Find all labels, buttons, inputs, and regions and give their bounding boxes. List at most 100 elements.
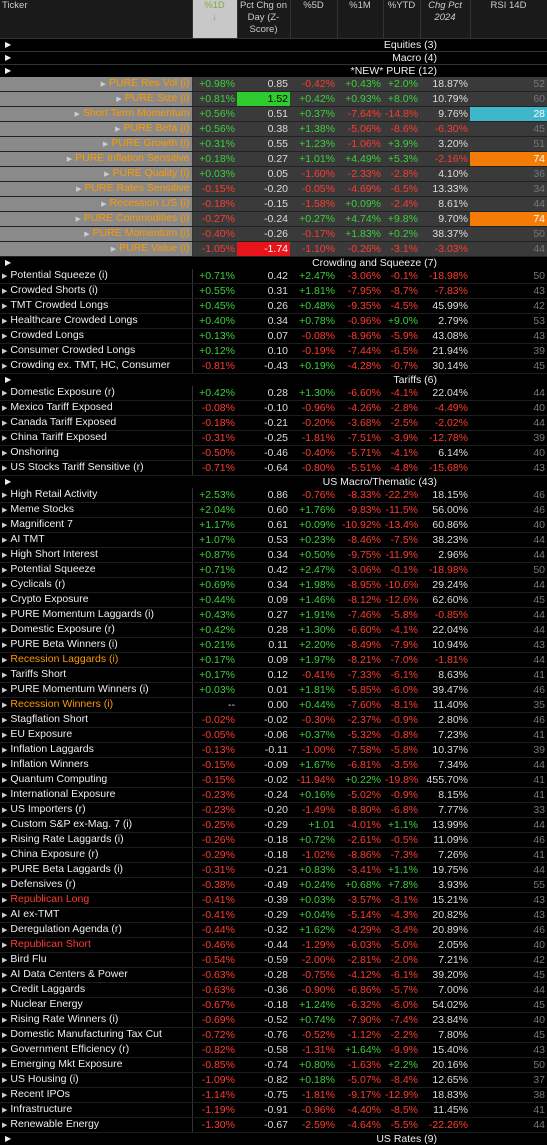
data-row[interactable]: ▶Recession Winners (i)--0.00+0.44%-7.60%… bbox=[0, 698, 547, 713]
data-row[interactable]: ▶Domestic Exposure (r)+0.42%0.28+1.30%-6… bbox=[0, 386, 547, 401]
data-row[interactable]: ▶PURE Value (i)-1.05%-1.74-1.10%-0.26%-3… bbox=[0, 242, 547, 257]
value-cell: -0.02 bbox=[237, 773, 290, 788]
data-row[interactable]: ▶Nuclear Energy-0.67%-0.18+1.24%-6.32%-6… bbox=[0, 998, 547, 1013]
data-row[interactable]: ▶Crypto Exposure+0.44%0.09+1.46%-8.12%-1… bbox=[0, 593, 547, 608]
value-cell: -0.85% bbox=[192, 1058, 237, 1073]
data-row[interactable]: ▶Magnificent 7+1.17%0.61+0.09%-10.92%-13… bbox=[0, 518, 547, 533]
data-row[interactable]: ▶Recession L/S (i)-0.18%-0.15-1.58%+0.09… bbox=[0, 197, 547, 212]
value-cell: -0.9% bbox=[383, 713, 420, 728]
data-row[interactable]: ▶Tariffs Short+0.17%0.12-0.41%-7.33%-6.1… bbox=[0, 668, 547, 683]
data-row[interactable]: ▶PURE Size (i)+0.81%1.52+0.42%+0.93%+8.0… bbox=[0, 92, 547, 107]
data-row[interactable]: ▶TMT Crowded Longs+0.45%0.26+0.48%-9.35%… bbox=[0, 299, 547, 314]
value-cell: 2.05% bbox=[420, 938, 470, 953]
data-row[interactable]: ▶Bird Flu-0.54%-0.59-2.00%-2.81%-2.0%7.2… bbox=[0, 953, 547, 968]
data-row[interactable]: ▶PURE Rates Sensitive-0.15%-0.20-0.05%-4… bbox=[0, 182, 547, 197]
data-row[interactable]: ▶Government Efficiency (r)-0.82%-0.58-1.… bbox=[0, 1043, 547, 1058]
data-row[interactable]: ▶Crowding ex. TMT, HC, Consumer-0.81%-0.… bbox=[0, 359, 547, 374]
section-row[interactable]: ▶US Rates (9) bbox=[0, 1133, 547, 1145]
column-header[interactable]: Pct Chg on Day (Z-Score) bbox=[237, 0, 290, 39]
data-row[interactable]: ▶Quantum Computing-0.15%-0.02-11.94%+0.2… bbox=[0, 773, 547, 788]
value-cell: -4.40% bbox=[337, 1103, 383, 1118]
data-row[interactable]: ▶China Tariff Exposed-0.31%-0.25-1.81%-7… bbox=[0, 431, 547, 446]
column-header[interactable]: Chg Pct 2024 bbox=[420, 0, 470, 39]
ticker-cell: ▶Potential Squeeze (i) bbox=[0, 269, 192, 284]
data-row[interactable]: ▶PURE Quality (i)+0.03%0.05-1.60%-2.33%-… bbox=[0, 167, 547, 182]
value-cell: 52 bbox=[470, 77, 547, 92]
column-header[interactable]: %1D↓ bbox=[192, 0, 237, 39]
data-row[interactable]: ▶Custom S&P ex-Mag. 7 (i)-0.25%-0.29+1.0… bbox=[0, 818, 547, 833]
data-row[interactable]: ▶PURE Momentum Winners (i)+0.03%0.01+1.8… bbox=[0, 683, 547, 698]
data-row[interactable]: ▶AI Data Centers & Power-0.63%-0.28-0.75… bbox=[0, 968, 547, 983]
data-row[interactable]: ▶Mexico Tariff Exposed-0.08%-0.10-0.96%-… bbox=[0, 401, 547, 416]
data-row[interactable]: ▶Rising Rate Winners (i)-0.69%-0.52+0.74… bbox=[0, 1013, 547, 1028]
data-row[interactable]: ▶Consumer Crowded Longs+0.12%0.10-0.19%-… bbox=[0, 344, 547, 359]
data-row[interactable]: ▶US Housing (i)-1.09%-0.82+0.18%-5.07%-8… bbox=[0, 1073, 547, 1088]
column-header[interactable]: %5D bbox=[290, 0, 337, 39]
section-row[interactable]: ▶Crowding and Squeeze (7) bbox=[0, 257, 547, 270]
expand-arrow: ▶ bbox=[2, 1133, 11, 1145]
data-row[interactable]: ▶Renewable Energy-1.30%-0.67-2.59%-4.64%… bbox=[0, 1118, 547, 1133]
data-row[interactable]: ▶Potential Squeeze+0.71%0.42+2.47%-3.06%… bbox=[0, 563, 547, 578]
data-row[interactable]: ▶Inflation Winners-0.15%-0.09+1.67%-6.81… bbox=[0, 758, 547, 773]
data-row[interactable]: ▶PURE Inflation Sensitive+0.18%0.27+1.01… bbox=[0, 152, 547, 167]
data-row[interactable]: ▶PURE Growth (i)+0.31%0.55+1.23%-1.06%+3… bbox=[0, 137, 547, 152]
data-row[interactable]: ▶Canada Tariff Exposed-0.18%-0.21-0.20%-… bbox=[0, 416, 547, 431]
data-row[interactable]: ▶EU Exposure-0.05%-0.06+0.37%-5.32%-0.8%… bbox=[0, 728, 547, 743]
data-row[interactable]: ▶PURE Momentum (i)-0.40%-0.26-0.17%+1.83… bbox=[0, 227, 547, 242]
column-header[interactable]: %1M bbox=[337, 0, 383, 39]
section-row[interactable]: ▶US Macro/Thematic (43) bbox=[0, 476, 547, 489]
data-row[interactable]: ▶PURE Res Vol (i)+0.98%0.85-0.42%+0.43%+… bbox=[0, 77, 547, 92]
data-row[interactable]: ▶Crowded Longs+0.13%0.07-0.08%-8.96%-5.9… bbox=[0, 329, 547, 344]
data-row[interactable]: ▶Crowded Shorts (i)+0.55%0.31+1.81%-7.95… bbox=[0, 284, 547, 299]
data-row[interactable]: ▶Potential Squeeze (i)+0.71%0.42+2.47%-3… bbox=[0, 269, 547, 284]
data-row[interactable]: ▶Deregulation Agenda (r)-0.44%-0.32+1.62… bbox=[0, 923, 547, 938]
data-row[interactable]: ▶Inflation Laggards-0.13%-0.11-1.00%-7.5… bbox=[0, 743, 547, 758]
ticker-cell: ▶Canada Tariff Exposed bbox=[0, 416, 192, 431]
data-row[interactable]: ▶High Short Interest+0.87%0.34+0.50%-9.7… bbox=[0, 548, 547, 563]
data-row[interactable]: ▶Healthcare Crowded Longs+0.40%0.34+0.78… bbox=[0, 314, 547, 329]
data-row[interactable]: ▶US Stocks Tariff Sensitive (r)-0.71%-0.… bbox=[0, 461, 547, 476]
data-row[interactable]: ▶Short Term Momentum+0.56%0.51+0.37%-7.6… bbox=[0, 107, 547, 122]
data-row[interactable]: ▶Meme Stocks+2.04%0.60+1.76%-9.83%-11.5%… bbox=[0, 503, 547, 518]
section-row[interactable]: ▶*NEW* PURE (12) bbox=[0, 65, 547, 78]
column-header[interactable]: Ticker bbox=[0, 0, 192, 39]
data-row[interactable]: ▶US Importers (r)-0.23%-0.20-1.49%-8.80%… bbox=[0, 803, 547, 818]
data-row[interactable]: ▶Onshoring-0.50%-0.46-0.40%-5.71%-4.1%6.… bbox=[0, 446, 547, 461]
data-row[interactable]: ▶PURE Beta Laggards (i)-0.31%-0.21+0.83%… bbox=[0, 863, 547, 878]
value-cell: -0.31% bbox=[192, 431, 237, 446]
data-row[interactable]: ▶High Retail Activity+2.53%0.86-0.76%-8.… bbox=[0, 488, 547, 503]
value-cell: -0.19% bbox=[290, 344, 337, 359]
value-cell: +1.64% bbox=[337, 1043, 383, 1058]
data-row[interactable]: ▶International Exposure-0.23%-0.24+0.16%… bbox=[0, 788, 547, 803]
section-row[interactable]: ▶Equities (3) bbox=[0, 39, 547, 52]
row-arrow: ▶ bbox=[116, 96, 121, 103]
data-row[interactable]: ▶Recent IPOs-1.14%-0.75-1.81%-9.17%-12.9… bbox=[0, 1088, 547, 1103]
data-row[interactable]: ▶China Exposure (r)-0.29%-0.18-1.02%-8.8… bbox=[0, 848, 547, 863]
data-row[interactable]: ▶Domestic Exposure (r)+0.42%0.28+1.30%-6… bbox=[0, 623, 547, 638]
data-row[interactable]: ▶PURE Beta (i)+0.56%0.38+1.38%-5.06%-8.6… bbox=[0, 122, 547, 137]
data-row[interactable]: ▶PURE Beta Winners (i)+0.21%0.11+2.20%-8… bbox=[0, 638, 547, 653]
data-row[interactable]: ▶Infrastructure-1.19%-0.91-0.96%-4.40%-8… bbox=[0, 1103, 547, 1118]
data-row[interactable]: ▶PURE Momentum Laggards (i)+0.43%0.27+1.… bbox=[0, 608, 547, 623]
data-row[interactable]: ▶Republican Long-0.41%-0.39+0.03%-3.57%-… bbox=[0, 893, 547, 908]
data-row[interactable]: ▶Republican Short-0.46%-0.44-1.29%-6.03%… bbox=[0, 938, 547, 953]
value-cell: 38 bbox=[470, 1088, 547, 1103]
data-row[interactable]: ▶Rising Rate Laggards (i)-0.26%-0.18+0.7… bbox=[0, 833, 547, 848]
data-row[interactable]: ▶AI ex-TMT-0.41%-0.29+0.04%-5.14%-4.3%20… bbox=[0, 908, 547, 923]
value-cell: -6.1% bbox=[383, 668, 420, 683]
section-row[interactable]: ▶Tariffs (6) bbox=[0, 374, 547, 387]
data-row[interactable]: ▶Cyclicals (r)+0.69%0.34+1.98%-8.95%-10.… bbox=[0, 578, 547, 593]
data-row[interactable]: ▶AI TMT+1.07%0.53+0.23%-8.46%-7.5%38.23%… bbox=[0, 533, 547, 548]
data-row[interactable]: ▶Credit Laggards-0.63%-0.36-0.90%-6.86%-… bbox=[0, 983, 547, 998]
value-cell: 45 bbox=[470, 359, 547, 374]
column-header[interactable]: RSI 14D bbox=[470, 0, 547, 39]
data-row[interactable]: ▶Emerging Mkt Exposure-0.85%-0.74+0.80%-… bbox=[0, 1058, 547, 1073]
section-row[interactable]: ▶Macro (4) bbox=[0, 52, 547, 65]
data-row[interactable]: ▶PURE Commodities (i)-0.27%-0.24+0.27%+4… bbox=[0, 212, 547, 227]
data-row[interactable]: ▶Recession Laggards (i)+0.17%0.09+1.97%-… bbox=[0, 653, 547, 668]
column-header[interactable]: %YTD bbox=[383, 0, 420, 39]
data-row[interactable]: ▶Defensives (r)-0.38%-0.49+0.24%+0.68%+7… bbox=[0, 878, 547, 893]
data-row[interactable]: ▶Domestic Manufacturing Tax Cut-0.72%-0.… bbox=[0, 1028, 547, 1043]
value-cell: +0.98% bbox=[192, 77, 237, 92]
data-row[interactable]: ▶Stagflation Short-0.02%-0.02-0.30%-2.37… bbox=[0, 713, 547, 728]
